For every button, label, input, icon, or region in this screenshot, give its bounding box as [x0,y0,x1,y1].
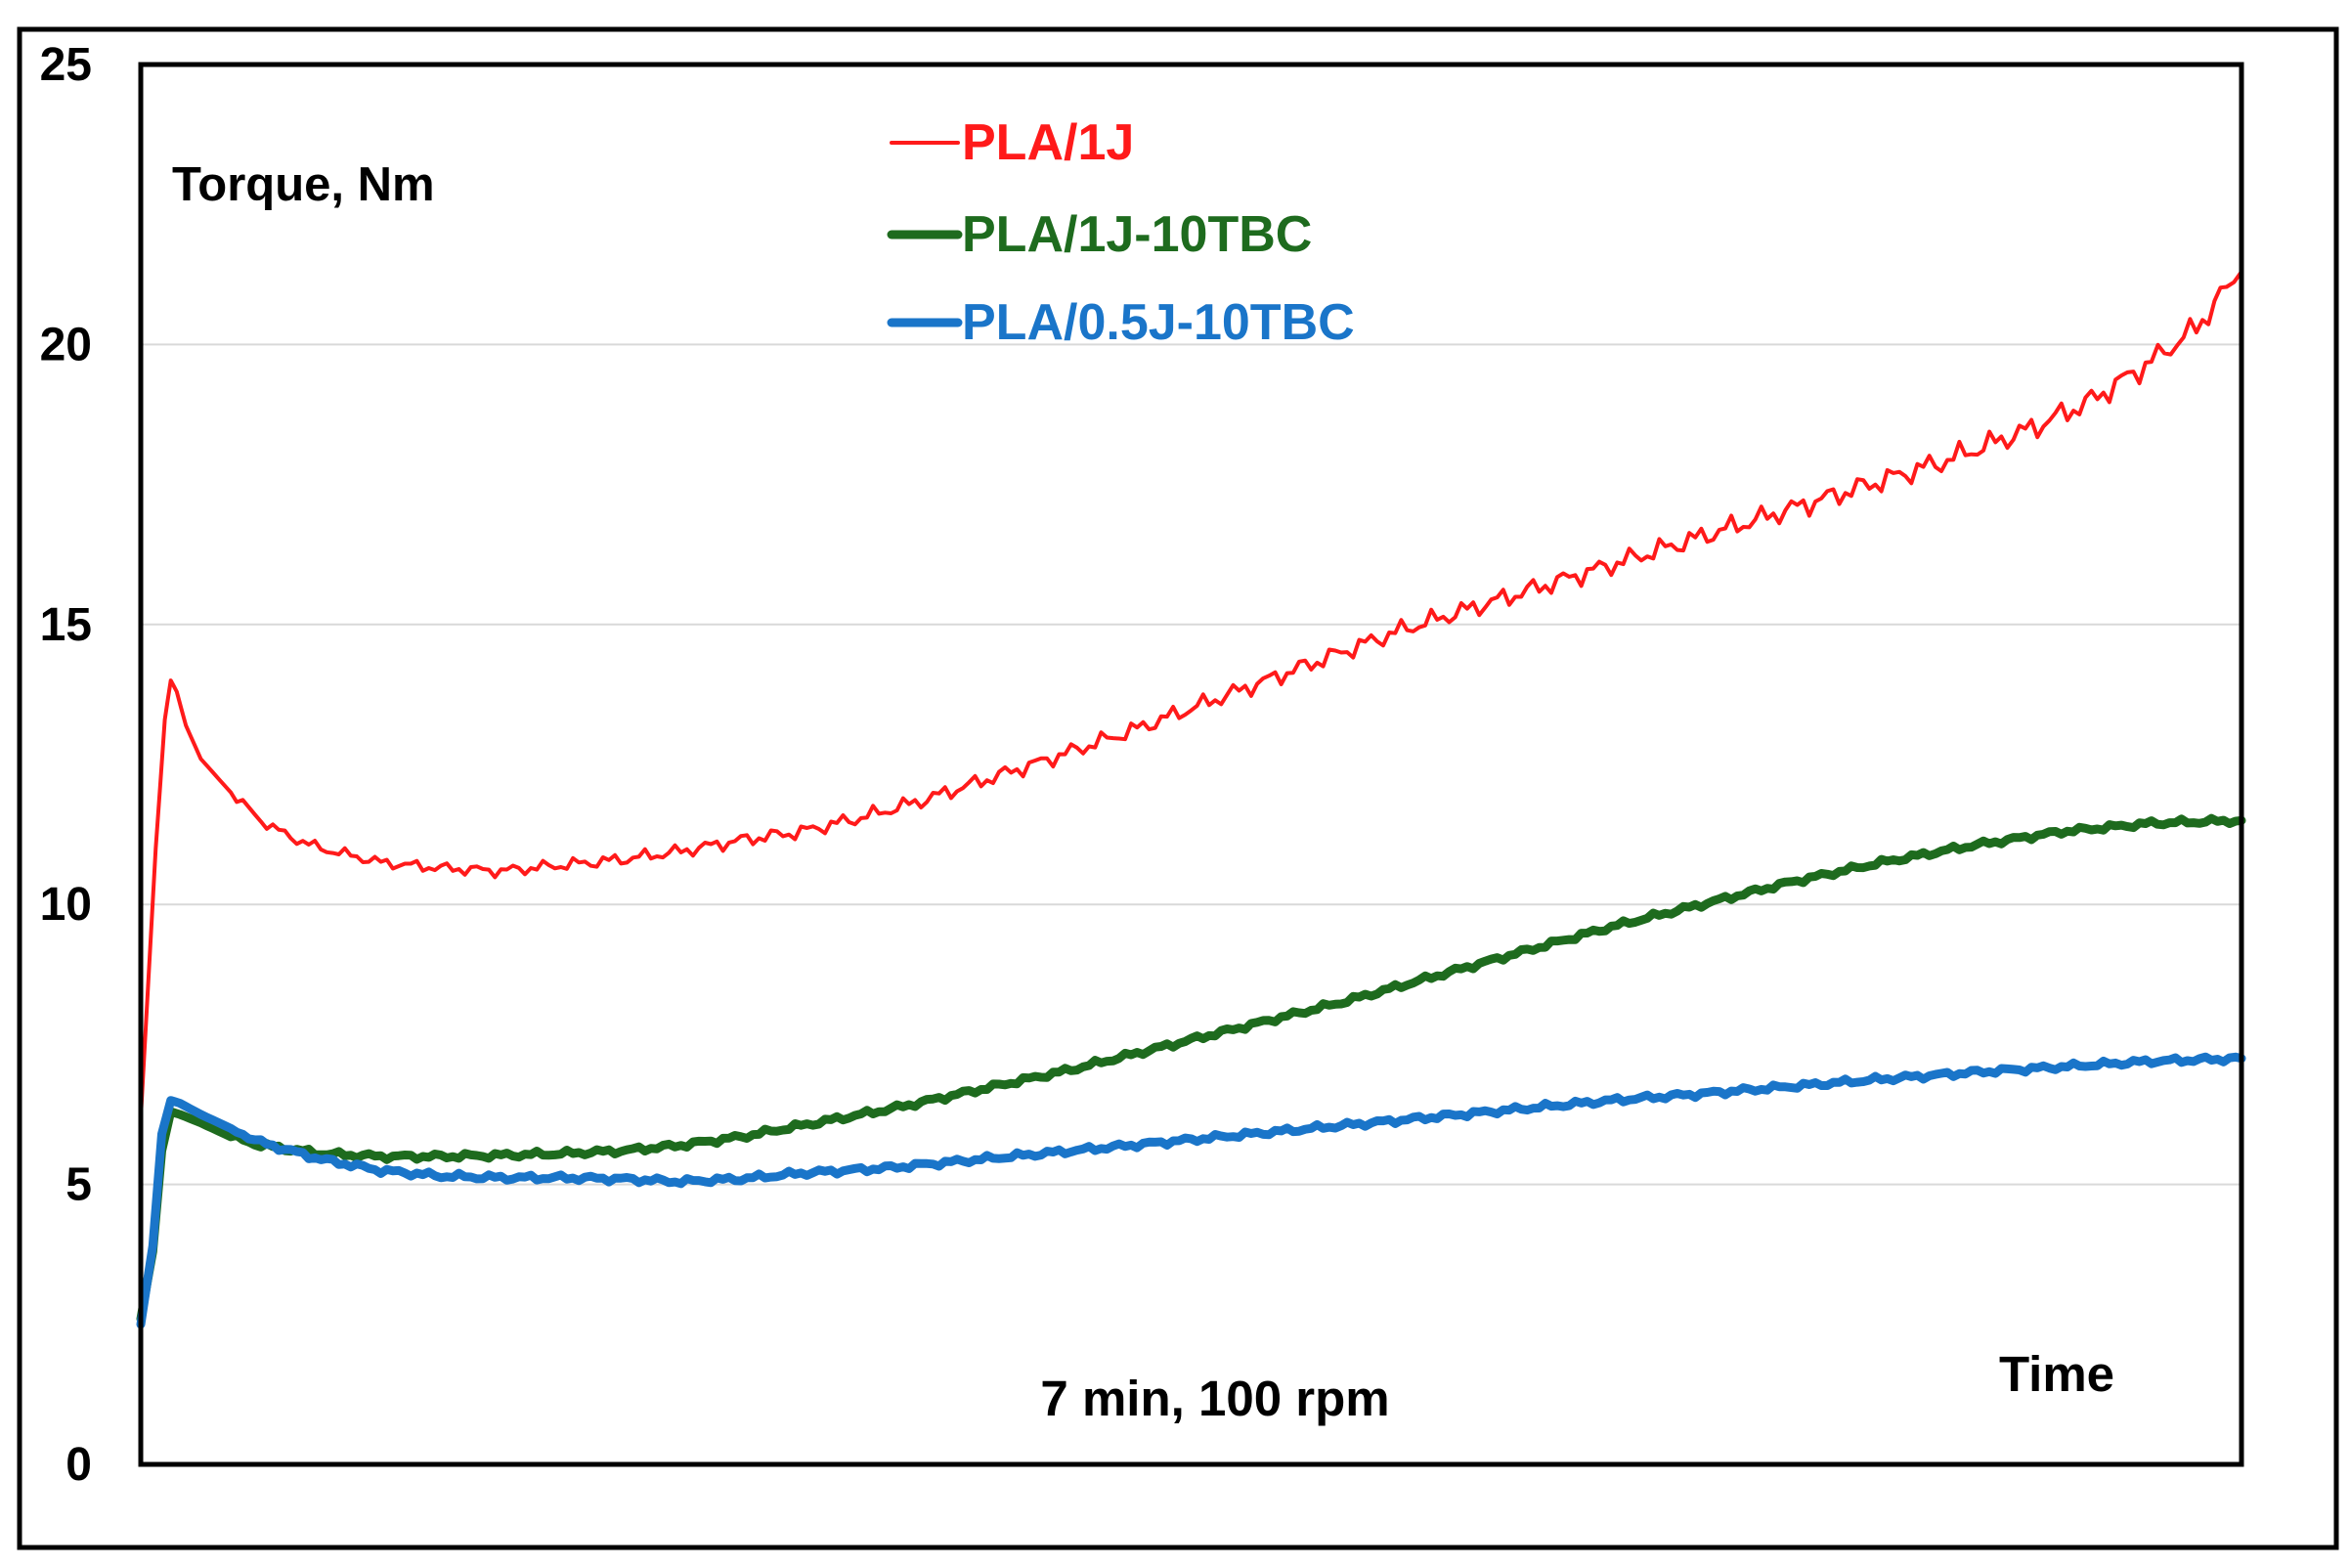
data-series [136,269,2246,1329]
y-tick-label: 10 [40,879,92,931]
series-line-3 [136,1052,2246,1329]
y-tick-label: 15 [40,599,92,651]
legend: PLA/1J PLA/1J-10TBC PLA/0.5J-10TBC [887,114,1355,351]
outer-frame [17,26,2339,1550]
y-tick-label: 0 [65,1439,92,1491]
legend-label: PLA/1J-10TBC [962,206,1312,263]
series-line-2 [136,813,2246,1324]
plot-area-border [138,62,2244,1467]
y-tick-label: 25 [40,39,92,91]
y-tick-label: 5 [65,1159,92,1211]
legend-label: PLA/0.5J-10TBC [962,294,1355,351]
y-tick-labels: 0 5 10 15 20 25 [40,39,92,1491]
legend-label: PLA/1J [962,114,1134,171]
chart-annotation: 7 min, 100 rpm [1040,1371,1389,1426]
y-axis-label: Torque, Nm [172,158,435,211]
x-axis-label: Time [1999,1346,2114,1402]
y-tick-label: 20 [40,319,92,370]
grid-lines [141,343,2241,1186]
series-line-1 [139,269,2243,1119]
